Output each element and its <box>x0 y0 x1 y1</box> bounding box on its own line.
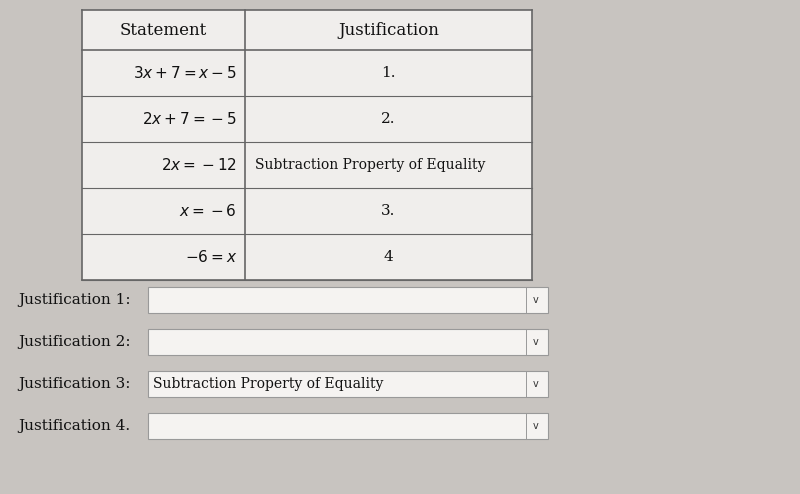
Text: Justification: Justification <box>338 22 439 39</box>
Text: v: v <box>533 379 539 389</box>
Text: 2.: 2. <box>382 112 396 126</box>
Text: $3x + 7 = x - 5$: $3x + 7 = x - 5$ <box>133 65 237 81</box>
Text: $x = -6$: $x = -6$ <box>179 203 237 219</box>
Text: $2x = -12$: $2x = -12$ <box>161 157 237 173</box>
Text: $2x + 7 = -5$: $2x + 7 = -5$ <box>142 111 237 127</box>
Text: 4: 4 <box>384 250 394 264</box>
Text: Justification 1:: Justification 1: <box>18 293 130 307</box>
Text: $-6 = x$: $-6 = x$ <box>185 249 237 265</box>
Text: Statement: Statement <box>120 22 207 39</box>
Bar <box>148 329 548 355</box>
Bar <box>82 10 532 280</box>
Bar <box>148 371 548 397</box>
Text: Justification 4.: Justification 4. <box>18 419 130 433</box>
Bar <box>148 413 548 439</box>
Bar <box>148 287 548 313</box>
Text: v: v <box>533 337 539 347</box>
Text: Subtraction Property of Equality: Subtraction Property of Equality <box>153 377 383 391</box>
Text: v: v <box>533 295 539 305</box>
Text: 1.: 1. <box>382 66 396 80</box>
Text: Subtraction Property of Equality: Subtraction Property of Equality <box>255 158 486 172</box>
Text: 3.: 3. <box>382 204 396 218</box>
Text: v: v <box>533 421 539 431</box>
Text: Justification 3:: Justification 3: <box>18 377 130 391</box>
Text: Justification 2:: Justification 2: <box>18 335 130 349</box>
